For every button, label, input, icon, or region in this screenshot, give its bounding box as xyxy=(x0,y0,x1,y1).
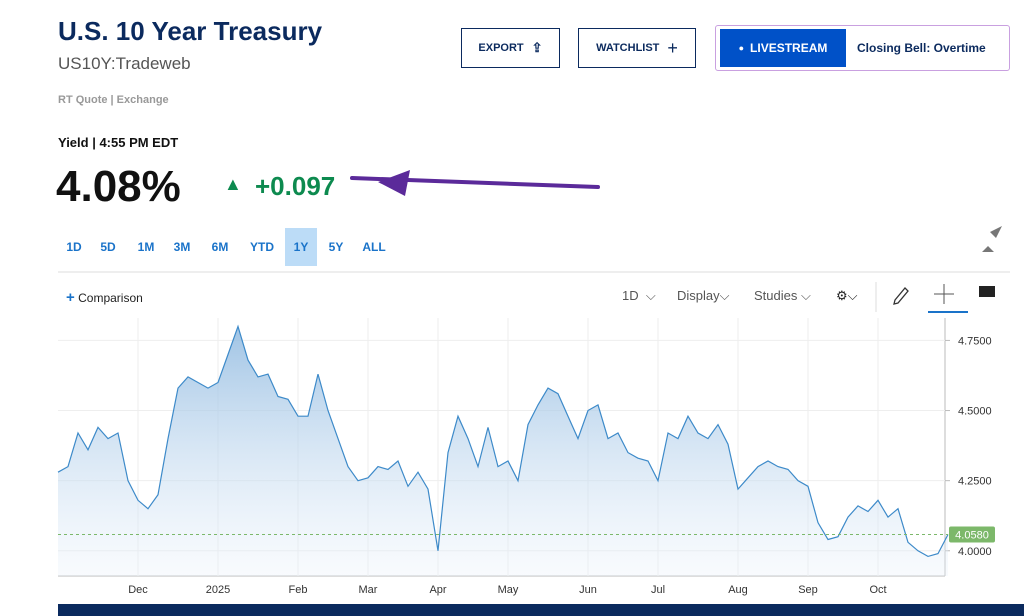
y-tick-label: 4.7500 xyxy=(958,335,992,347)
livestream-box[interactable] xyxy=(715,25,1010,71)
x-tick-label: Mar xyxy=(359,584,378,596)
x-tick-label: Oct xyxy=(869,584,886,596)
crosshair-icon[interactable] xyxy=(934,284,954,304)
x-tick-label: Feb xyxy=(289,584,308,596)
comparison-label: Comparison xyxy=(78,291,143,305)
range-button[interactable]: 1D xyxy=(66,240,82,254)
watchlist-label: WATCHLIST xyxy=(596,42,660,54)
title: U.S. 10 Year Treasury xyxy=(58,16,323,46)
x-tick-label: 2025 xyxy=(206,584,230,596)
line xyxy=(57,324,949,558)
quote-last: 4.08% xyxy=(56,162,181,211)
source: RT Quote | Exchange xyxy=(58,94,169,106)
x-tick-label: Jun xyxy=(579,584,597,596)
show-name[interactable]: Closing Bell: Overtime xyxy=(857,41,986,55)
interval-menu[interactable]: 1D ⌵ xyxy=(622,288,656,303)
range-button[interactable]: 5Y xyxy=(328,240,344,254)
range-button[interactable]: 1Y xyxy=(285,228,317,266)
studies-menu[interactable]: Studies ⌵ xyxy=(754,288,811,303)
watchlist-button[interactable]: WATCHLIST + xyxy=(578,28,696,68)
export-button[interactable]: EXPORT ⇪ xyxy=(461,28,560,68)
range-button[interactable]: ALL xyxy=(362,240,386,254)
draw-icon[interactable] xyxy=(893,287,909,305)
x-tick-label: Aug xyxy=(728,584,748,596)
x-tick-label: Sep xyxy=(798,584,818,596)
range-button[interactable]: YTD xyxy=(250,240,274,254)
display-menu[interactable]: Display⌵ xyxy=(677,288,730,303)
comment-icon[interactable] xyxy=(979,286,995,297)
arrow-head xyxy=(378,170,410,196)
y-tick-label: 4.0000 xyxy=(958,546,992,558)
x-tick-label: Dec xyxy=(128,584,148,596)
display-label: Display xyxy=(677,288,720,303)
livestream-button[interactable]: ● LIVESTREAM xyxy=(720,29,846,67)
range-button[interactable]: 6M xyxy=(211,240,229,254)
expand-icon xyxy=(982,226,1002,252)
quote-change: +0.097 xyxy=(255,171,336,201)
x-tick-label: Apr xyxy=(429,584,446,596)
export-label: EXPORT xyxy=(478,42,524,54)
x-tick-label: May xyxy=(498,584,519,596)
range-button[interactable]: 5D xyxy=(100,240,116,254)
y-tick-label: 4.2500 xyxy=(958,476,992,488)
range-button[interactable]: 1M xyxy=(137,240,155,254)
studies-label: Studies xyxy=(754,288,798,303)
livestream-label: LIVESTREAM xyxy=(750,41,828,55)
y-tick-label: 4.5000 xyxy=(958,406,992,418)
range-button[interactable]: 3M xyxy=(173,240,191,254)
comparison-button[interactable]: + Comparison xyxy=(66,289,143,306)
quote-time: Yield | 4:55 PM EDT xyxy=(58,135,179,150)
interval-label: 1D xyxy=(622,288,639,303)
area xyxy=(58,326,948,576)
last-value-badge xyxy=(949,526,995,543)
symbol: US10Y:Tradeweb xyxy=(58,54,191,73)
settings-menu[interactable]: ⚙⌵ xyxy=(836,288,858,303)
last-value-label: 4.0580 xyxy=(955,529,989,541)
x-tick-label: Jul xyxy=(651,584,665,596)
footer-bar xyxy=(58,604,1024,616)
up-arrow: ▲ xyxy=(224,174,242,194)
